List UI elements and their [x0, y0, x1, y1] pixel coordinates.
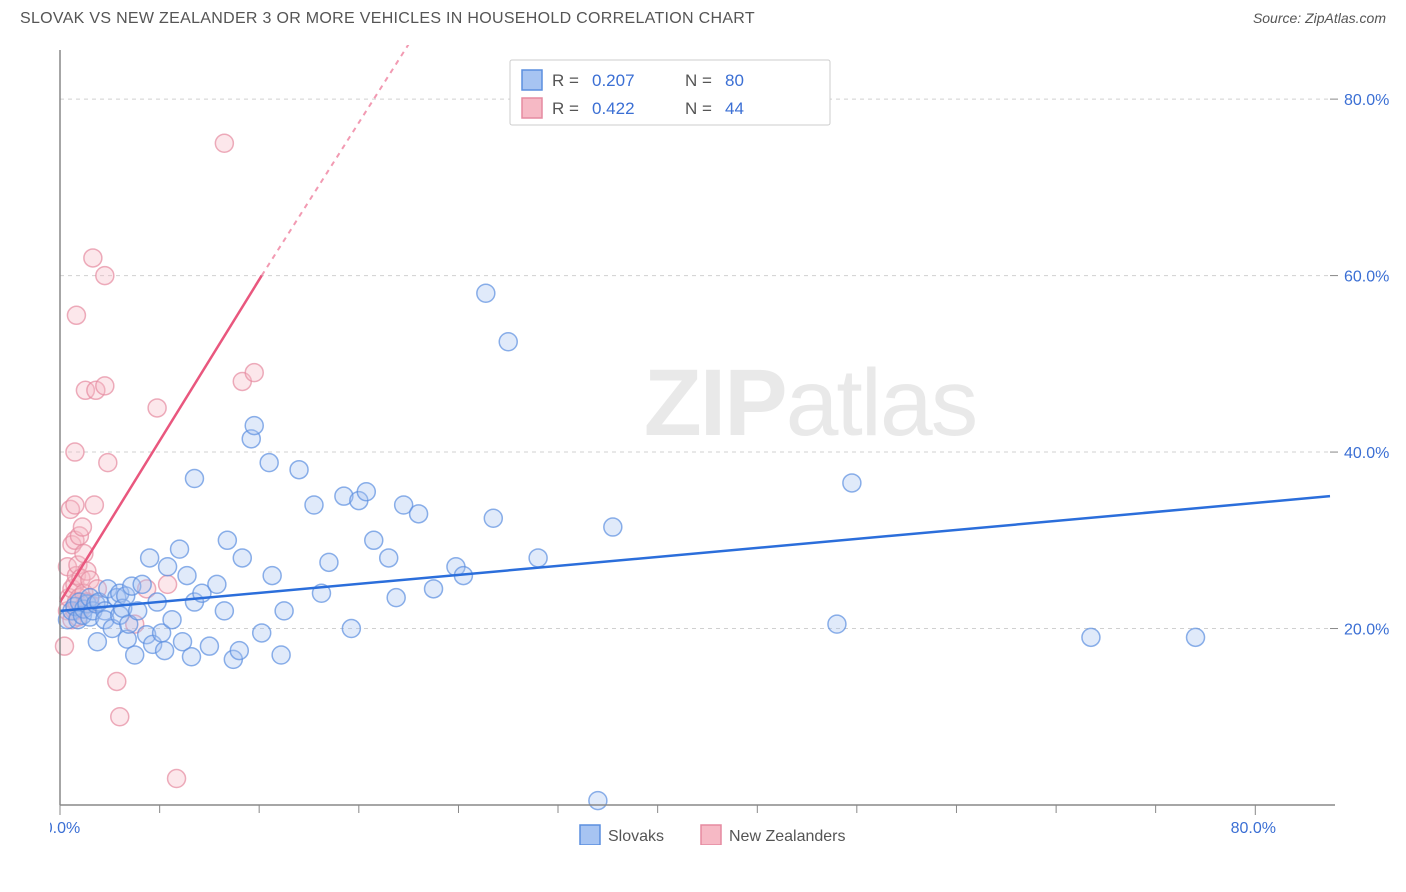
legend-r-value: 0.422: [592, 99, 635, 118]
legend-series-label: Slovaks: [608, 828, 664, 845]
y-tick-label: 20.0%: [1344, 622, 1389, 639]
nz-point: [148, 399, 166, 417]
legend-n-label: N =: [685, 99, 712, 118]
slovak-point: [484, 509, 502, 527]
slovak-point: [305, 496, 323, 514]
slovak-point: [357, 483, 375, 501]
slovak-point: [200, 637, 218, 655]
slovak-point: [126, 646, 144, 664]
slovak-point: [843, 474, 861, 492]
slovak-point: [263, 567, 281, 585]
legend-r-value: 0.207: [592, 71, 635, 90]
legend-r-label: R =: [552, 71, 579, 90]
x-tick-label: 0.0%: [50, 820, 80, 837]
nz-point: [67, 306, 85, 324]
nz-point: [99, 454, 117, 472]
nz-point: [55, 637, 73, 655]
legend-n-value: 44: [725, 99, 744, 118]
legend-series-label: New Zealanders: [729, 828, 846, 845]
slovak-point: [245, 417, 263, 435]
source-label: Source: ZipAtlas.com: [1253, 10, 1386, 26]
legend-n-label: N =: [685, 71, 712, 90]
legend-swatch: [522, 98, 542, 118]
slovak-point: [604, 518, 622, 536]
nz-point: [66, 496, 84, 514]
slovak-point: [159, 558, 177, 576]
nz-point: [73, 518, 91, 536]
legend-swatch: [580, 825, 600, 845]
slovak-point: [320, 553, 338, 571]
nz-point: [108, 672, 126, 690]
slovak-point: [215, 602, 233, 620]
slovak-point: [133, 575, 151, 593]
nz-point: [66, 443, 84, 461]
slovak-point: [178, 567, 196, 585]
watermark: ZIPatlas: [644, 350, 976, 456]
slovak-point: [218, 531, 236, 549]
trend-line: [60, 276, 262, 602]
slovak-point: [163, 611, 181, 629]
legend-n-value: 80: [725, 71, 744, 90]
nz-point: [168, 770, 186, 788]
slovak-point: [260, 454, 278, 472]
slovak-point: [185, 470, 203, 488]
header: SLOVAK VS NEW ZEALANDER 3 OR MORE VEHICL…: [0, 0, 1406, 40]
slovak-point: [342, 620, 360, 638]
y-tick-label: 60.0%: [1344, 269, 1389, 286]
chart-area: ZIPatlas0.0%80.0%20.0%40.0%60.0%80.0%3 o…: [50, 45, 1390, 845]
slovak-point: [387, 589, 405, 607]
slovak-point: [156, 642, 174, 660]
slovak-point: [365, 531, 383, 549]
y-tick-label: 40.0%: [1344, 445, 1389, 462]
chart-title: SLOVAK VS NEW ZEALANDER 3 OR MORE VEHICL…: [20, 10, 755, 28]
slovak-point: [208, 575, 226, 593]
slovak-point: [477, 284, 495, 302]
nz-point: [245, 364, 263, 382]
y-tick-label: 80.0%: [1344, 92, 1389, 109]
slovak-point: [141, 549, 159, 567]
slovak-point: [290, 461, 308, 479]
nz-point: [96, 377, 114, 395]
slovak-point: [529, 549, 547, 567]
nz-point: [111, 708, 129, 726]
nz-point: [215, 134, 233, 152]
slovak-point: [171, 540, 189, 558]
slovak-point: [499, 333, 517, 351]
nz-point: [84, 249, 102, 267]
slovak-point: [425, 580, 443, 598]
slovak-point: [88, 633, 106, 651]
slovak-point: [182, 648, 200, 666]
slovak-point: [1187, 628, 1205, 646]
slovak-point: [253, 624, 271, 642]
trend-line-extension: [262, 45, 419, 276]
slovak-point: [275, 602, 293, 620]
x-tick-label: 80.0%: [1231, 820, 1276, 837]
slovak-point: [230, 642, 248, 660]
slovak-point: [380, 549, 398, 567]
slovak-point: [272, 646, 290, 664]
legend-swatch: [701, 825, 721, 845]
slovak-point: [1082, 628, 1100, 646]
nz-point: [159, 575, 177, 593]
slovak-point: [410, 505, 428, 523]
legend-swatch: [522, 70, 542, 90]
legend-r-label: R =: [552, 99, 579, 118]
slovak-point: [828, 615, 846, 633]
nz-point: [85, 496, 103, 514]
slovak-point: [589, 792, 607, 810]
slovak-point: [233, 549, 251, 567]
nz-point: [96, 267, 114, 285]
scatter-chart: ZIPatlas0.0%80.0%20.0%40.0%60.0%80.0%3 o…: [50, 45, 1390, 845]
